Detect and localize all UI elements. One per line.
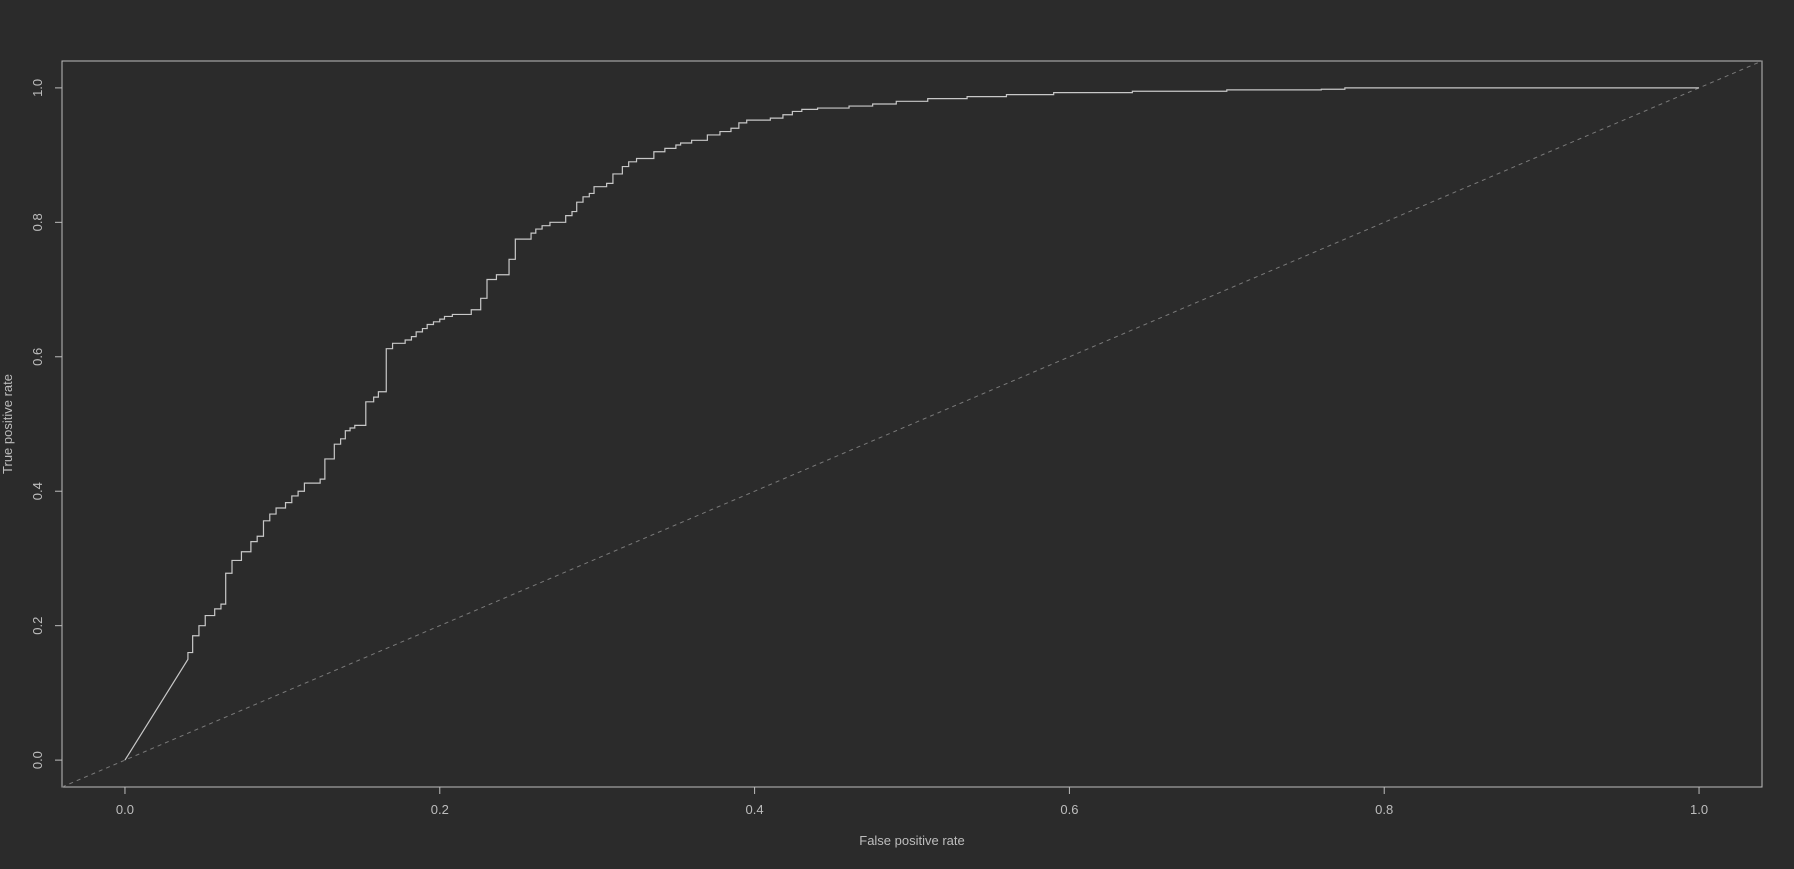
y-tick-label: 0.0 [30,751,45,769]
x-tick-label: 0.6 [1060,802,1078,817]
x-tick-label: 0.2 [431,802,449,817]
x-tick-label: 0.0 [116,802,134,817]
x-tick-label: 0.8 [1375,802,1393,817]
y-axis: 0.0 0.2 0.4 0.6 0.8 1.0 [30,79,62,769]
plot-area-border [61,60,1763,788]
y-tick-label: 0.4 [30,482,45,500]
y-tick-label: 0.6 [30,348,45,366]
x-tick-label: 0.4 [746,802,764,817]
roc-curve-line [124,87,1700,761]
x-axis: 0.0 0.2 0.4 0.6 0.8 1.0 [116,787,1708,817]
y-axis-label: True positive rate [0,374,15,474]
y-tick-label: 0.2 [30,617,45,635]
y-tick-label: 0.8 [30,213,45,231]
x-tick-label: 1.0 [1690,802,1708,817]
y-tick-label: 1.0 [30,79,45,97]
x-axis-label: False positive rate [859,833,965,848]
